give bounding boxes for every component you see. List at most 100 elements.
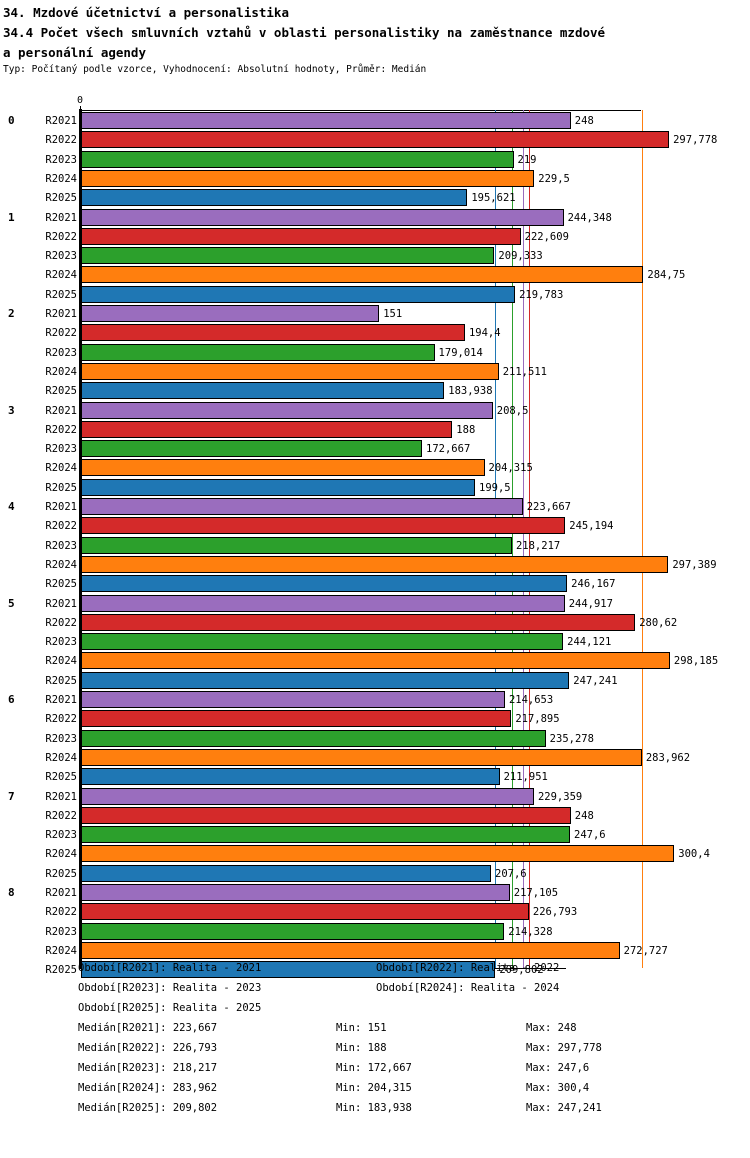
bar-row[interactable]: R2022 188 [0,420,750,439]
bar-row[interactable]: R2024 204,315 [0,459,750,477]
bar-group-5: 5 R2021 244,917 R2022 280,62 R2023 244,121 R202… [0,594,750,692]
bar-R2022-6[interactable] [81,710,512,728]
bar-R2022-1[interactable] [81,227,521,245]
stat-min-value-R2025: Min: 183,938 [336,1102,412,1114]
bar-R2021-4[interactable] [81,498,523,515]
bar-row[interactable]: R2022 245,194 [0,517,750,535]
bar-row[interactable]: R2025 211,951 [0,768,750,786]
bar-R2025-4[interactable] [81,575,568,593]
bar-row[interactable]: R2025 209,802 [0,961,750,979]
stat-max-value-R2025: Max: 247,241 [526,1102,602,1114]
bar-R2021-6[interactable] [81,691,505,708]
bar-row[interactable]: R2021 244,348 [0,208,750,227]
bar-value-label: 298,185 [673,655,719,668]
bar-R2022-2[interactable] [81,324,465,342]
bar-R2025-0[interactable] [81,189,468,207]
bar-R2023-7[interactable] [81,826,570,844]
bar-row[interactable]: R2025 199,5 [0,478,750,497]
bar-row[interactable]: R2025 183,938 [0,382,750,400]
bar-row[interactable]: R2023 244,121 [0,633,750,651]
bar-R2022-0[interactable] [81,131,670,149]
bar-value-label: 226,793 [532,906,578,919]
bar-row[interactable]: R2023 247,6 [0,826,750,844]
bar-R2022-8[interactable] [81,903,529,921]
bar-row[interactable]: R2022 297,778 [0,131,750,149]
bar-R2025-1[interactable] [81,285,516,303]
bar-row[interactable]: R2024 283,962 [0,748,750,767]
bar-R2024-4[interactable] [81,555,669,573]
bar-row[interactable]: R2022 248 [0,806,750,825]
bar-row[interactable]: R2023 209,333 [0,247,750,265]
bar-R2022-5[interactable] [81,613,636,631]
bar-row[interactable]: R2021 214,653 [0,691,750,709]
bar-row[interactable]: R2023 219 [0,150,750,169]
bar-R2021-1[interactable] [81,208,564,226]
bar-R2022-7[interactable] [81,806,571,824]
bar-R2021-5[interactable] [81,594,565,612]
bar-row[interactable]: R2021 229,359 [0,787,750,806]
bar-row[interactable]: R2023 179,014 [0,343,750,362]
bar-R2024-7[interactable] [81,845,675,863]
bar-R2023-1[interactable] [81,247,495,265]
bar-row[interactable]: R2024 211,511 [0,362,750,381]
bar-row[interactable]: R2022 226,793 [0,903,750,921]
bar-row[interactable]: R2024 298,185 [0,652,750,670]
bar-R2023-4[interactable] [81,536,512,554]
bar-R2023-2[interactable] [81,343,435,361]
bar-value-label: 209,802 [499,964,544,977]
bar-row[interactable]: R2024 300,4 [0,845,750,863]
bar-row[interactable]: R2021 217,105 [0,884,750,902]
bar-row[interactable]: R2025 219,783 [0,285,750,304]
bar-row[interactable]: R2024 272,727 [0,941,750,960]
bar-R2024-2[interactable] [81,362,499,380]
bar-R2023-0[interactable] [81,150,514,168]
bar-row[interactable]: R2025 207,6 [0,864,750,883]
bar-R2022-4[interactable] [81,517,566,535]
bar-row[interactable]: R2021 248 [0,112,750,130]
bar-R2023-8[interactable] [81,922,505,940]
bar-row[interactable]: R2021 244,917 [0,594,750,613]
bar-row[interactable]: R2024 284,75 [0,266,750,284]
bar-row[interactable]: R2024 297,389 [0,555,750,574]
bar-R2025-7[interactable] [81,864,491,882]
bar-row[interactable]: R2023 214,328 [0,922,750,941]
bar-R2021-0[interactable] [81,112,571,129]
bar-R2021-2[interactable] [81,305,380,322]
bar-row[interactable]: R2025 247,241 [0,671,750,690]
bar-R2025-2[interactable] [81,382,445,400]
bar-row[interactable]: R2025 195,621 [0,189,750,207]
bar-value-label: 204,315 [488,462,533,475]
bar-row[interactable]: R2022 222,609 [0,227,750,246]
bar-R2024-0[interactable] [81,169,535,187]
bar-row[interactable]: R2023 172,667 [0,440,750,458]
bar-row[interactable]: R2024 229,5 [0,169,750,188]
bar-R2023-6[interactable] [81,729,546,747]
bar-row[interactable]: R2023 235,278 [0,729,750,748]
bar-R2021-7[interactable] [81,787,534,805]
bar-R2025-8[interactable] [81,961,496,979]
bar-R2024-8[interactable] [81,941,620,959]
bar-row[interactable]: R2022 217,895 [0,710,750,728]
bar-row[interactable]: R2022 194,4 [0,324,750,342]
bar-R2025-3[interactable] [81,478,475,496]
bar-R2024-3[interactable] [81,459,485,477]
bar-R2025-5[interactable] [81,671,570,689]
bar-row[interactable]: R2022 280,62 [0,613,750,632]
bar-row[interactable]: R2021 223,667 [0,498,750,516]
bar-row[interactable]: R2021 208,5 [0,401,750,420]
bar-R2024-5[interactable] [81,652,670,670]
bar-row[interactable]: R2025 246,167 [0,575,750,593]
bar-R2022-3[interactable] [81,420,453,438]
bar-row[interactable]: R2021 151 [0,305,750,323]
bar-value-label: 297,778 [673,134,718,147]
bar-row-label-R2024: R2024 [45,558,77,571]
bar-R2025-6[interactable] [81,768,500,786]
stat-row: Medián[R2021]: 223,667 Min: 151 Max: 248 [0,1022,750,1042]
bar-R2024-6[interactable] [81,748,642,766]
bar-R2021-8[interactable] [81,884,510,901]
bar-R2023-3[interactable] [81,440,423,458]
bar-R2023-5[interactable] [81,633,564,651]
bar-row[interactable]: R2023 218,217 [0,536,750,555]
bar-R2024-1[interactable] [81,266,644,284]
bar-R2021-3[interactable] [81,401,493,419]
